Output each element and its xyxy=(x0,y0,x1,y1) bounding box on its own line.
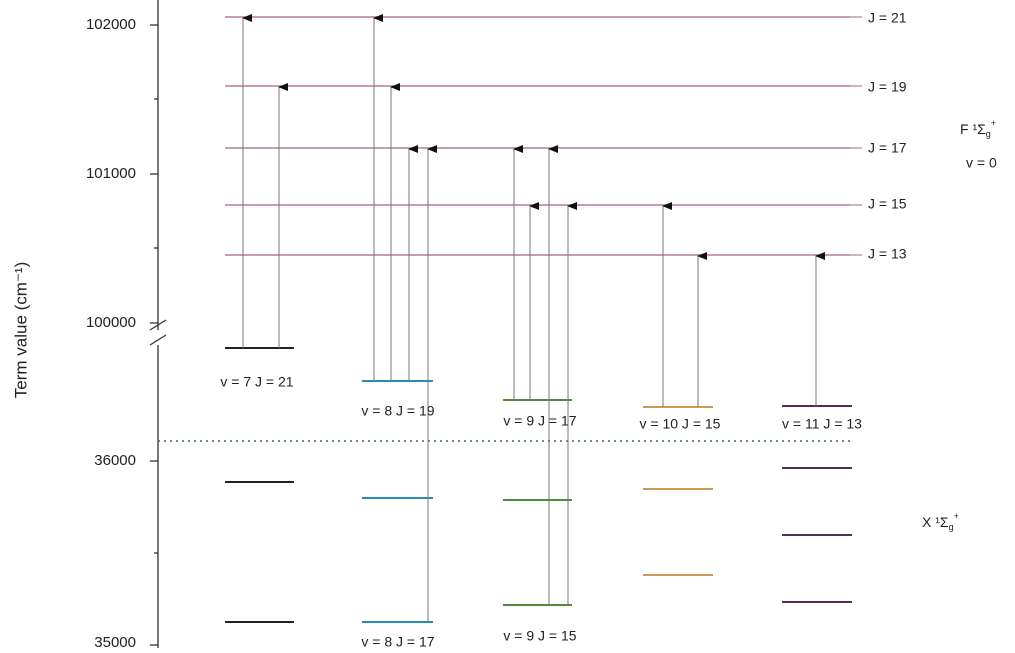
j-label: J = 21 xyxy=(868,10,907,26)
state-sub: g xyxy=(986,129,991,139)
j-label: J = 17 xyxy=(868,140,907,156)
j-label: J = 15 xyxy=(868,196,907,212)
level-label: v = 9 J = 17 xyxy=(503,413,576,429)
level-label: v = 9 J = 15 xyxy=(503,628,576,644)
state-sup: + xyxy=(954,511,959,521)
tick-label: 35000 xyxy=(94,634,136,651)
state-term: ¹Σ xyxy=(972,121,986,137)
state-sub: g xyxy=(949,522,954,532)
state-label: F ¹Σg+ xyxy=(960,118,996,139)
state-sup: + xyxy=(991,118,996,128)
state-name: X xyxy=(922,514,932,530)
axis-label: Term value (cm⁻¹) xyxy=(11,262,30,398)
state-label: X ¹Σg+ xyxy=(922,511,959,532)
level-label: v = 10 J = 15 xyxy=(640,416,721,432)
j-label: J = 13 xyxy=(868,246,907,262)
tick-label: 101000 xyxy=(86,165,136,182)
axis-break xyxy=(149,319,167,331)
level-label: v = 8 J = 17 xyxy=(361,634,434,650)
axis-break xyxy=(149,334,167,346)
vib-label: v = 0 xyxy=(966,155,997,171)
tick-label: 100000 xyxy=(86,314,136,331)
tick-label: 102000 xyxy=(86,16,136,33)
j-label: J = 19 xyxy=(868,79,907,95)
level-label: v = 11 J = 13 xyxy=(782,416,862,432)
layout xyxy=(149,0,862,648)
state-name: F xyxy=(960,121,969,137)
level-label: v = 7 J = 21 xyxy=(220,374,293,390)
tick-label: 36000 xyxy=(94,452,136,469)
state-term: ¹Σ xyxy=(935,514,949,530)
level-label: v = 8 J = 19 xyxy=(361,403,434,419)
